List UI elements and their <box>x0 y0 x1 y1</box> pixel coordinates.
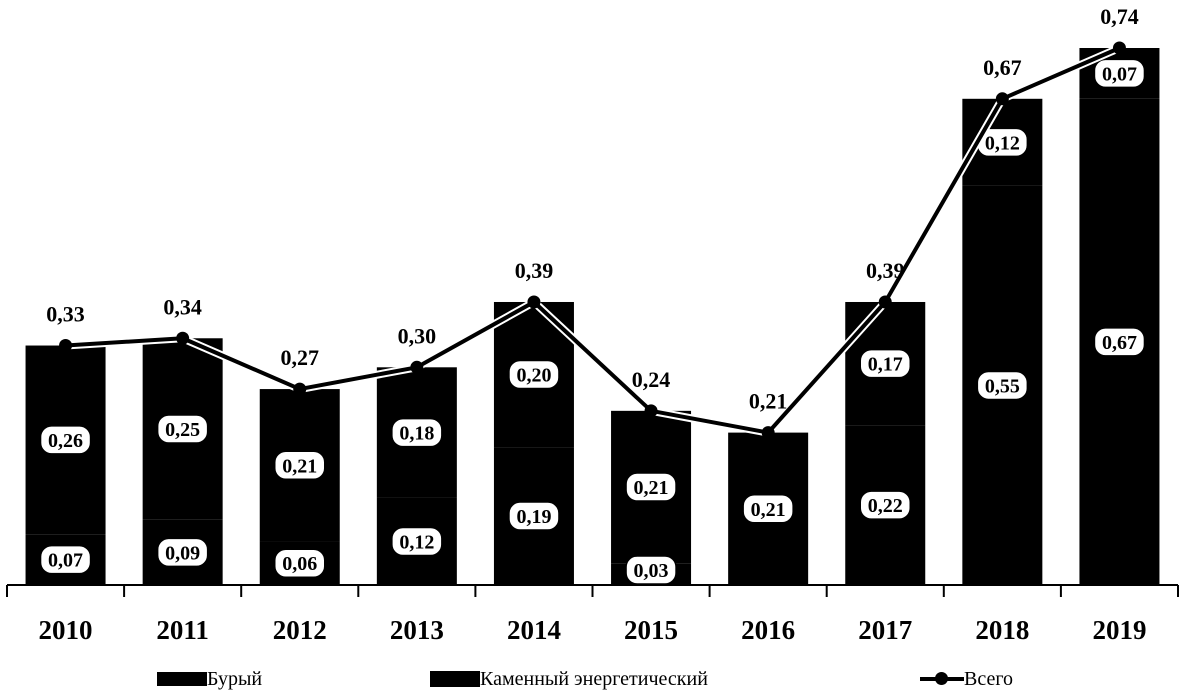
data-label-steam-coal-2015-box <box>625 472 677 502</box>
data-label-steam-coal-2017-box <box>859 490 911 520</box>
x-tick-label-2011: 2011 <box>156 615 209 645</box>
data-label-steam-coal-2012: 0,21 <box>282 455 317 477</box>
data-label-steam-coal-2017: 0,22 <box>868 495 903 517</box>
x-tick-label-2010: 2010 <box>39 615 93 645</box>
x-tick-label-2016: 2016 <box>741 615 795 645</box>
data-label-steam-coal-2010: 0,26 <box>48 430 83 452</box>
data-label-steam-coal-2019-box <box>1093 327 1146 357</box>
data-label-brown-coal-2013: 0,12 <box>399 531 434 553</box>
total-point-2011 <box>176 331 190 345</box>
data-label-steam-coal-2013-box <box>391 417 443 448</box>
data-label-brown-coal-2011: 0,09 <box>165 542 200 564</box>
legend-swatch-brown-coal <box>157 672 207 686</box>
data-label-extra-2019-box <box>1093 58 1146 89</box>
legend-item-steam-coal: Каменный энергетический <box>430 667 708 691</box>
data-label-steam-coal-2016-box <box>742 494 794 524</box>
legend-label-brown-coal: Бурый <box>207 667 263 690</box>
total-line-halo <box>65 44 1122 437</box>
data-label-brown-coal-2011-box <box>156 537 209 568</box>
total-point-2016 <box>761 426 775 440</box>
data-label-steam-coal-2015: 0,21 <box>634 477 669 499</box>
total-label-2013: 0,30 <box>398 323 437 348</box>
data-label-steam-coal-2011-box <box>156 414 209 444</box>
legend-item-brown-coal: Бурый <box>157 667 262 691</box>
data-label-brown-coal-2010-box <box>39 544 92 575</box>
data-label-brown-coal-2012-box <box>274 548 326 578</box>
data-label-brown-coal-2014: 0,19 <box>516 506 551 528</box>
data-label-extra-2018: 0,12 <box>985 132 1020 154</box>
total-line <box>65 46 1121 435</box>
total-point-2012 <box>293 382 307 396</box>
x-tick-label-2012: 2012 <box>273 615 327 645</box>
total-point-2015 <box>644 404 658 418</box>
total-point-2017 <box>878 295 892 309</box>
data-label-brown-coal-2015: 0,03 <box>634 560 669 582</box>
total-label-2016: 0,21 <box>749 389 788 414</box>
total-label-2018: 0,67 <box>983 55 1022 80</box>
data-label-steam-coal-2013: 0,18 <box>399 423 434 445</box>
data-label-steam-coal-2012-box <box>274 450 326 481</box>
data-label-steam-coal-2014-box <box>508 359 560 390</box>
legend: Бурый Каменный энергетический Всего <box>0 663 1183 693</box>
data-label-brown-coal-2013-box <box>391 526 443 557</box>
data-label-extra-2017: 0,17 <box>868 354 903 376</box>
x-tick-label-2019: 2019 <box>1092 615 1146 645</box>
data-label-steam-coal-2018-box <box>976 370 1029 401</box>
total-label-2014: 0,39 <box>515 258 554 283</box>
data-label-steam-coal-2018: 0,55 <box>985 375 1020 397</box>
total-label-2010: 0,33 <box>46 302 85 327</box>
total-label-2017: 0,39 <box>866 258 905 283</box>
total-point-2013 <box>410 360 424 374</box>
data-label-brown-coal-2010: 0,07 <box>48 550 83 572</box>
total-label-2015: 0,24 <box>632 367 671 392</box>
data-label-extra-2019: 0,07 <box>1102 63 1137 85</box>
total-label-2012: 0,27 <box>281 345 320 370</box>
total-point-2010 <box>59 339 73 353</box>
total-label-2011: 0,34 <box>163 294 202 319</box>
data-label-brown-coal-2015-box <box>625 555 677 585</box>
data-label-steam-coal-2014: 0,20 <box>516 365 551 387</box>
data-label-steam-coal-2016: 0,21 <box>751 499 786 521</box>
x-tick-label-2013: 2013 <box>390 615 444 645</box>
total-point-2019 <box>1112 41 1126 55</box>
legend-label-total: Всего <box>964 667 1014 690</box>
total-label-2019: 0,74 <box>1100 4 1139 29</box>
x-tick-label-2015: 2015 <box>624 615 678 645</box>
total-point-2018 <box>995 92 1009 106</box>
data-label-extra-2017-box <box>859 348 911 379</box>
x-tick-label-2014: 2014 <box>507 615 561 645</box>
x-tick-label-2017: 2017 <box>858 615 912 645</box>
data-label-steam-coal-2011: 0,25 <box>165 419 200 441</box>
legend-item-total: Всего <box>920 667 1013 691</box>
legend-label-steam-coal: Каменный энергетический <box>480 667 708 690</box>
legend-swatch-steam-coal <box>430 671 480 687</box>
chart-plot: 2010 2011 2012 2013 2014 2015 2016 2017 2018 2019… <box>6 4 1179 645</box>
data-label-steam-coal-2019: 0,67 <box>1102 332 1137 354</box>
x-tick-label-2018: 2018 <box>975 615 1029 645</box>
data-label-brown-coal-2012: 0,06 <box>282 553 317 575</box>
total-point-2014 <box>527 295 541 309</box>
data-label-steam-coal-2010-box <box>39 425 92 455</box>
legend-line-total-icon <box>920 667 964 691</box>
data-label-brown-coal-2014-box <box>508 501 560 531</box>
